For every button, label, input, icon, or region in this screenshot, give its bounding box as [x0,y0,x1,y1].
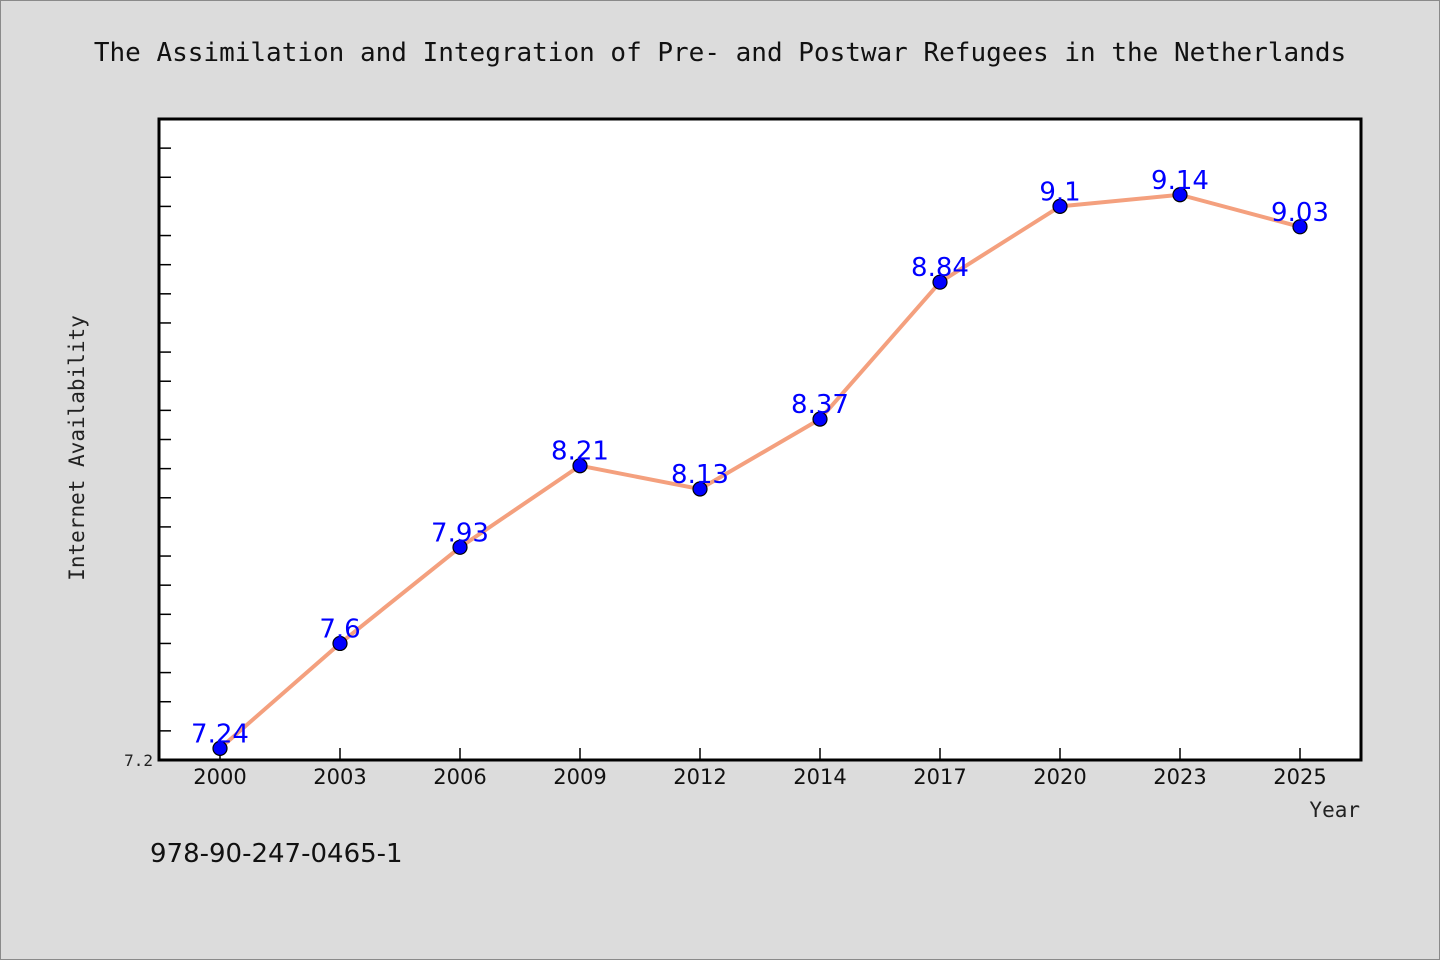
y-tick-label-0: 7.2 [124,751,153,770]
x-tick-label-9: 2025 [1273,765,1326,789]
x-tick-label-0: 2000 [193,765,246,789]
x-tick-label-4: 2012 [673,765,726,789]
x-tick-label-3: 2009 [553,765,606,789]
data-point-2023 [1172,187,1188,203]
data-point-2017 [932,274,948,290]
data-label-2025: 9.03 [1271,198,1329,228]
series-line [218,192,1302,751]
x-tick-label-5: 2014 [793,765,846,789]
x-axis-label: Year [1309,798,1360,822]
x-tick-label-7: 2020 [1033,765,1086,789]
data-label-2006: 7.93 [431,518,489,548]
data-point-2009 [572,458,588,474]
chart-title: The Assimilation and Integration of Pre-… [94,38,1346,68]
data-label-2012: 8.13 [671,460,729,490]
data-point-2006 [452,539,468,555]
data-label-2003: 7.6 [319,614,360,644]
data-point-2003 [332,635,348,652]
data-point-2012 [692,481,708,497]
data-label-2000: 7.24 [191,719,249,749]
x-tick-label-8: 2023 [1153,765,1206,789]
y-axis-ticks: 7.2 [124,147,171,770]
data-point-2014 [812,411,828,427]
x-tick-label-6: 2017 [913,765,966,789]
x-tick-label-1: 2003 [313,765,366,789]
data-labels: 7.24 7.6 7.93 8.21 8.13 8.37 8.84 9.1 9.14 9.03 [191,166,1329,750]
x-tick-label-2: 2006 [433,765,486,789]
plot-area [157,117,1363,762]
data-point-2000 [212,740,228,756]
x-axis-ticks: 2000 2003 2006 2009 2012 2014 2017 2020 2023 2025 [193,748,1327,789]
data-label-2023: 9.14 [1151,166,1209,196]
data-point-2020 [1052,198,1068,215]
data-point-2025 [1292,219,1308,235]
data-label-2017: 8.84 [911,253,969,283]
data-label-2020: 9.1 [1039,177,1080,207]
y-axis-label: Internet Availability [65,315,89,581]
data-points [212,187,1308,756]
isbn-text: 978-90-247-0465-1 [150,839,403,869]
data-label-2009: 8.21 [551,437,609,467]
data-label-2014: 8.37 [791,390,849,420]
